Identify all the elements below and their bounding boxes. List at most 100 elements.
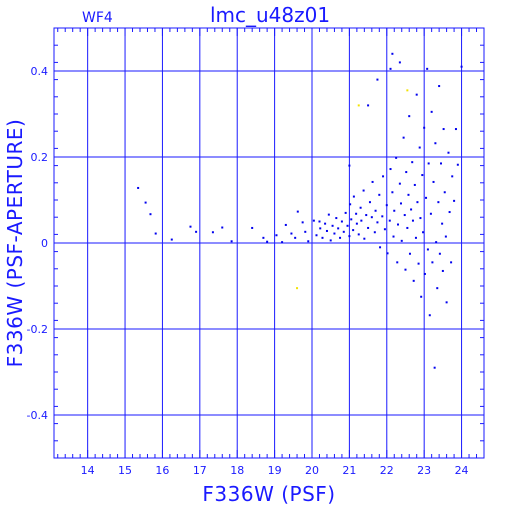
data-point (381, 215, 384, 218)
data-point (321, 236, 324, 239)
data-point (266, 240, 269, 243)
data-point (410, 208, 413, 211)
data-point (360, 219, 363, 222)
x-tick-label: 14 (81, 464, 95, 477)
data-point (411, 219, 414, 222)
data-point (396, 261, 399, 264)
data-point (294, 236, 297, 239)
data-point (456, 163, 459, 166)
data-point (154, 232, 157, 235)
data-point (423, 126, 426, 129)
data-point (304, 230, 307, 233)
data-point (312, 219, 315, 222)
x-tick-label: 16 (155, 464, 169, 477)
data-point (434, 142, 437, 145)
data-point (370, 216, 373, 219)
grid (54, 28, 484, 458)
data-point (438, 252, 441, 255)
highlight-data-point (406, 89, 409, 92)
data-point (399, 202, 402, 205)
data-point (331, 224, 334, 227)
data-point (454, 128, 457, 131)
data-point (368, 201, 371, 204)
x-tick-label: 24 (455, 464, 469, 477)
data-point (408, 252, 411, 255)
data-point (426, 248, 429, 251)
data-point (333, 232, 336, 235)
data-point (418, 146, 421, 149)
highlight-data-point (296, 287, 299, 290)
data-point (447, 151, 450, 154)
highlight-data-point (357, 104, 360, 107)
data-point (453, 199, 456, 202)
data-point (423, 272, 426, 275)
data-point (444, 235, 447, 238)
data-point (144, 201, 147, 204)
data-point (426, 67, 429, 70)
data-point (335, 217, 338, 220)
data-point (281, 241, 284, 244)
data-point (440, 162, 442, 165)
data-point (441, 222, 444, 225)
data-point (350, 218, 353, 221)
data-point (346, 224, 349, 227)
data-point (392, 235, 395, 238)
data-point (450, 261, 453, 264)
data-point (376, 78, 379, 81)
data-point (275, 234, 278, 237)
x-tick-label: 20 (305, 464, 319, 477)
data-point (413, 183, 416, 186)
data-point (342, 230, 345, 233)
x-tick-label: 19 (268, 464, 282, 477)
data-point (383, 228, 386, 231)
data-point (427, 162, 430, 165)
data-point (389, 168, 392, 171)
data-point (430, 110, 433, 113)
data-point (436, 287, 439, 290)
data-point (329, 239, 332, 242)
data-point (406, 226, 409, 229)
data-point (397, 223, 399, 226)
data-point (442, 128, 445, 131)
data-point (421, 174, 424, 177)
data-point (395, 156, 398, 159)
data-point (170, 238, 173, 241)
data-point (432, 180, 435, 183)
data-point (325, 229, 328, 232)
data-point (357, 233, 360, 236)
data-point (337, 227, 340, 230)
data-point (443, 191, 446, 194)
data-point (398, 182, 401, 185)
data-point (419, 217, 422, 220)
data-point (445, 301, 448, 304)
data-point (262, 236, 265, 239)
data-point (404, 268, 407, 271)
data-point (307, 240, 310, 243)
data-points (137, 52, 463, 369)
data-point (385, 204, 388, 207)
data-point (416, 201, 419, 204)
data-point (318, 220, 321, 223)
data-point (355, 212, 358, 215)
data-point (388, 219, 391, 222)
data-point (348, 164, 351, 167)
data-point (301, 221, 304, 224)
data-point (327, 213, 330, 216)
tick-labels: 14 15 16 17 18 19 20 21 22 23 24 0.4 0.2 0 -0.2 -0.4 (27, 65, 469, 477)
data-point (379, 246, 382, 249)
data-point (448, 211, 451, 214)
data-point (367, 226, 370, 229)
data-point (431, 261, 434, 264)
data-point (340, 220, 343, 223)
data-point (425, 196, 428, 199)
data-point (402, 136, 405, 139)
x-tick-label: 18 (230, 464, 244, 477)
data-point (362, 189, 365, 192)
data-point (211, 231, 214, 234)
data-point (460, 65, 463, 68)
data-point (324, 222, 327, 225)
data-point (348, 235, 351, 238)
data-point (437, 201, 440, 204)
data-point (451, 175, 454, 178)
